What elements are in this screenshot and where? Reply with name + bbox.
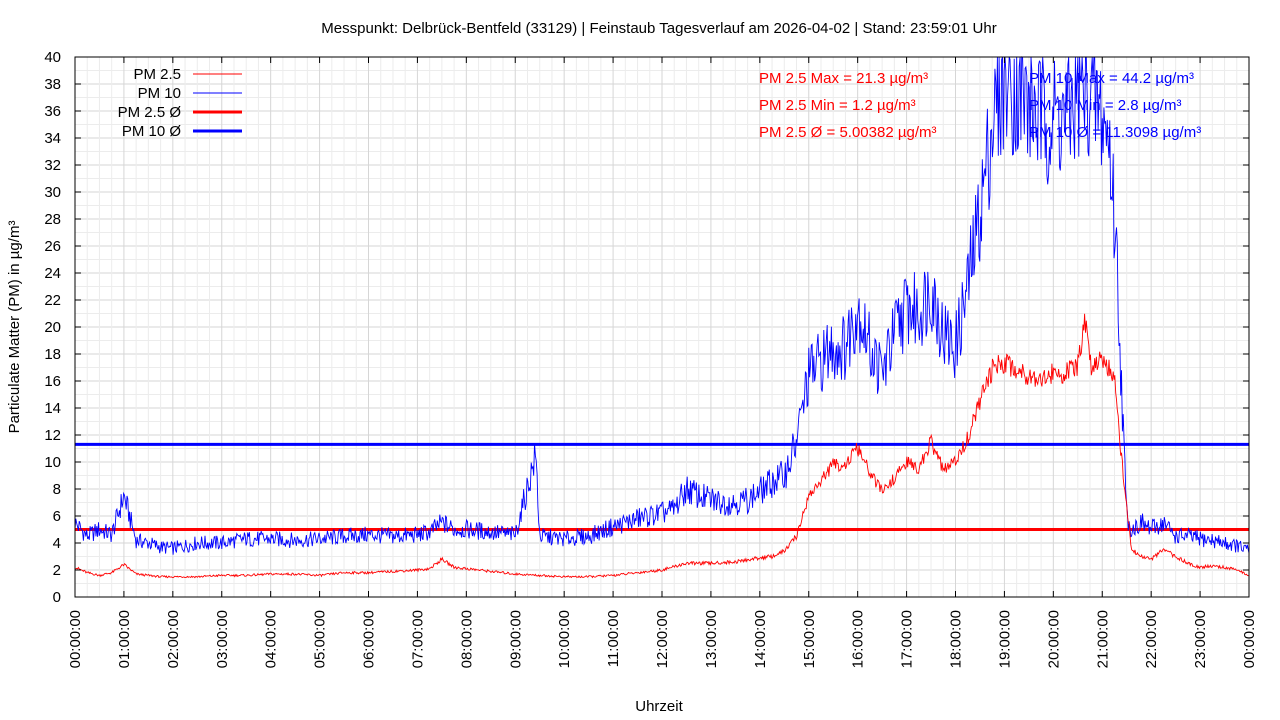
stats-annotation: PM 10 Ø = 11.3098 µg/m³ [1029, 124, 1201, 141]
x-tick-label: 00:00:00 [1241, 610, 1258, 668]
legend-label: PM 2.5 Ø [118, 104, 182, 121]
x-tick-label: 21:00:00 [1094, 610, 1111, 668]
y-tick-label: 20 [44, 319, 61, 336]
x-tick-label: 20:00:00 [1045, 610, 1062, 668]
stats-annotation: PM 2.5 Ø = 5.00382 µg/m³ [759, 124, 936, 141]
y-tick-label: 22 [44, 292, 61, 309]
x-tick-label: 23:00:00 [1192, 610, 1209, 668]
legend-label: PM 10 [138, 85, 181, 102]
legend-label: PM 2.5 [133, 66, 181, 83]
y-tick-label: 14 [44, 400, 61, 417]
y-tick-label: 0 [53, 589, 61, 606]
x-axis-label: Uhrzeit [635, 698, 683, 715]
series-line-pm-2-5 [74, 313, 1250, 579]
legend: PM 2.5 PM 10 PM 2.5 Ø PM 10 Ø [118, 66, 242, 140]
stats-annotation: PM 10 Max = 44.2 µg/m³ [1029, 70, 1194, 87]
y-tick-label: 16 [44, 373, 61, 390]
y-tick-label: 40 [44, 49, 61, 66]
x-tick-label: 18:00:00 [948, 610, 965, 668]
reference-lines [75, 442, 1249, 531]
x-tick-label: 06:00:00 [361, 610, 378, 668]
stats-annotation: PM 2.5 Max = 21.3 µg/m³ [759, 70, 928, 87]
y-tick-label: 28 [44, 211, 61, 228]
y-tick-label: 2 [53, 562, 61, 579]
x-axis-ticks: 00:00:00 01:00:00 02:00:00 03:00:00 04:00:00… [67, 57, 1258, 668]
y-tick-label: 18 [44, 346, 61, 363]
chart-title: Messpunkt: Delbrück-Bentfeld (33129) | F… [321, 20, 996, 37]
x-tick-label: 01:00:00 [116, 610, 133, 668]
x-tick-label: 15:00:00 [801, 610, 818, 668]
x-tick-label: 13:00:00 [703, 610, 720, 668]
legend-label: PM 10 Ø [122, 123, 182, 140]
x-tick-label: 10:00:00 [556, 610, 573, 668]
series-line-pm-10 [74, 56, 1250, 555]
x-tick-label: 12:00:00 [654, 610, 671, 668]
x-tick-label: 09:00:00 [507, 610, 524, 668]
x-tick-label: 04:00:00 [263, 610, 280, 668]
x-tick-label: 07:00:00 [409, 610, 426, 668]
x-tick-label: 19:00:00 [996, 610, 1013, 668]
y-tick-label: 8 [53, 481, 61, 498]
x-tick-label: 08:00:00 [458, 610, 475, 668]
stats-annotation: PM 10 Min = 2.8 µg/m³ [1029, 97, 1181, 114]
x-tick-label: 22:00:00 [1143, 610, 1160, 668]
y-tick-label: 30 [44, 184, 61, 201]
y-tick-label: 4 [53, 535, 61, 552]
y-tick-label: 10 [44, 454, 61, 471]
x-tick-label: 14:00:00 [752, 610, 769, 668]
x-tick-label: 00:00:00 [67, 610, 84, 668]
x-tick-label: 03:00:00 [214, 610, 231, 668]
y-tick-label: 38 [44, 76, 61, 93]
x-tick-label: 05:00:00 [312, 610, 329, 668]
y-axis-label: Particulate Matter (PM) in µg/m³ [6, 221, 23, 434]
y-tick-label: 36 [44, 103, 61, 120]
y-tick-label: 24 [44, 265, 61, 282]
y-tick-label: 32 [44, 157, 61, 174]
stats-annotation: PM 2.5 Min = 1.2 µg/m³ [759, 97, 916, 114]
stats-annotations: PM 2.5 Max = 21.3 µg/m³ PM 2.5 Min = 1.2 … [759, 70, 1201, 141]
y-tick-label: 26 [44, 238, 61, 255]
x-tick-label: 11:00:00 [605, 610, 622, 667]
x-tick-label: 02:00:00 [165, 610, 182, 668]
x-tick-label: 17:00:00 [899, 610, 916, 668]
series-lines [74, 56, 1250, 579]
y-tick-label: 6 [53, 508, 61, 525]
y-tick-label: 12 [44, 427, 61, 444]
x-tick-label: 16:00:00 [850, 610, 867, 668]
y-tick-label: 34 [44, 130, 61, 147]
